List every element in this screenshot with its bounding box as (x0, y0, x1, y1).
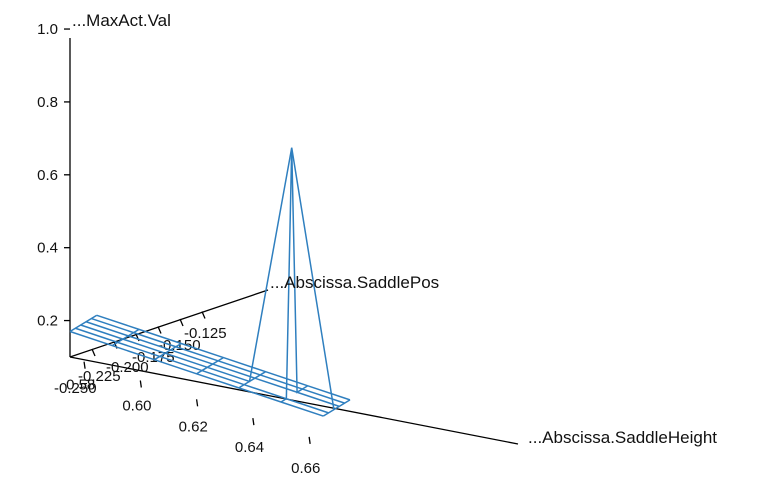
x-tick (252, 418, 255, 426)
mesh-line-x (196, 356, 224, 375)
mesh-line-y (91, 317, 345, 404)
z-axis-label: ...MaxAct.Val (72, 11, 171, 30)
mesh-line-x (280, 147, 309, 403)
y-tick-label: -0.225 (78, 368, 121, 385)
y-tick-label: -0.250 (54, 380, 97, 397)
z-tick-label: 1.0 (37, 21, 58, 38)
x-tick (139, 380, 142, 388)
z-tick-label: 0.4 (37, 240, 58, 257)
x-axis-label: ...Abscissa.SaddleHeight (528, 428, 717, 447)
x-tick-label: 0.66 (291, 460, 320, 477)
y-tick (201, 311, 206, 319)
z-tick-label: 0.6 (37, 167, 58, 184)
y-axis-line (69, 289, 269, 358)
z-tick-label: 0.2 (37, 313, 58, 330)
y-axis-label: ...Abscissa.SaddlePos (270, 273, 439, 292)
mesh-line-y (85, 321, 340, 408)
y-tick (91, 348, 96, 357)
x-tick-label: 0.58 (66, 377, 95, 394)
z-tick-label: 0.8 (37, 94, 58, 111)
mesh-line-x (322, 399, 351, 417)
mesh-line-x (238, 371, 266, 389)
x-tick-label: 0.62 (179, 418, 208, 435)
mesh-line-x (69, 314, 98, 333)
x-tick (308, 436, 311, 444)
x-tick (195, 399, 199, 407)
x-axis-line (69, 356, 519, 445)
mesh-line-y (75, 327, 329, 414)
y-tick-label: -0.125 (184, 325, 227, 342)
mesh-line-x (111, 328, 140, 347)
mesh-line-y (80, 147, 335, 410)
y-tick-label: -0.200 (106, 359, 149, 376)
axes: 0.2 0.4 0.6 0.8 1.0 0.58 0.60 0.62 0.64 0.66 -0.25… (37, 21, 519, 477)
surface-mesh (69, 147, 351, 417)
x-tick-label: 0.64 (235, 439, 264, 456)
mesh-line-x (154, 342, 182, 361)
y-tick (157, 326, 162, 334)
mesh-line-y (69, 330, 324, 417)
x-tick-label: 0.60 (122, 398, 151, 415)
x-tick (83, 361, 86, 369)
y-tick (179, 318, 184, 327)
mesh-line-y (96, 314, 351, 401)
